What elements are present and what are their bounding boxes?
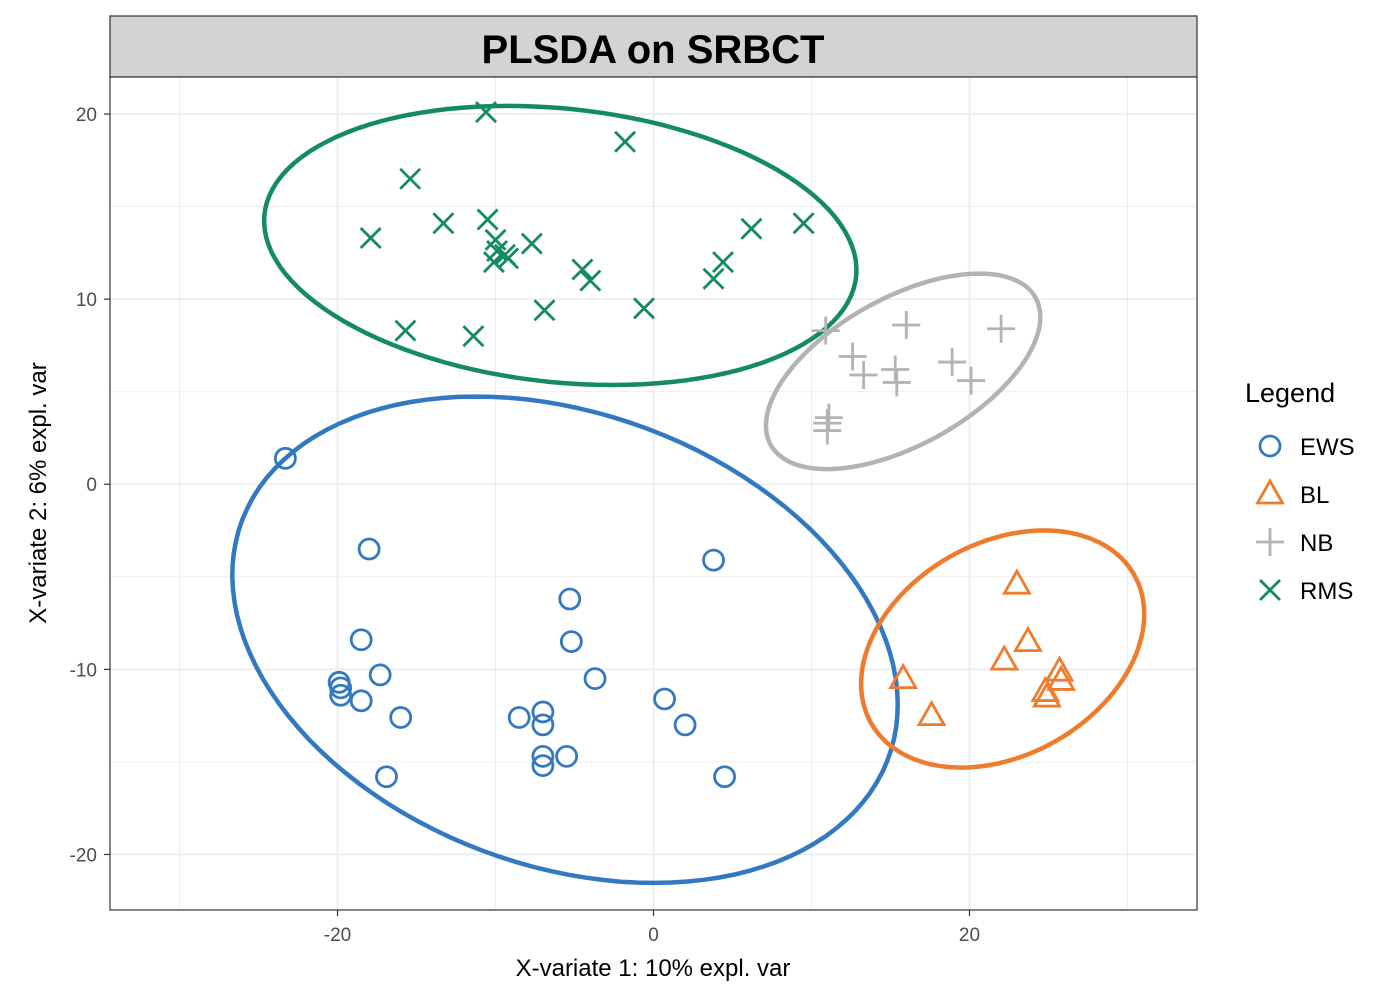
point-rms [533,299,556,322]
point-bl [1013,625,1043,652]
point-rms [475,101,498,124]
point-bl [1046,664,1077,691]
point-ews [531,754,555,778]
point-rms [614,130,637,153]
legend-key-bl [1255,478,1285,505]
data-points [273,101,1077,789]
point-rms [482,251,505,274]
y-tick-label: 10 [76,290,97,311]
point-rms [476,208,499,231]
point-ews [713,765,736,789]
point-ews [368,663,392,687]
point-ews [531,700,555,724]
point-ews [702,548,725,572]
point-nb [882,368,911,397]
point-ews [349,628,373,652]
point-rms [579,269,602,292]
ellipse-nb [763,271,1043,472]
point-rms [462,325,485,348]
point-ews [375,765,398,789]
point-rms [359,227,382,250]
point-nb [892,311,921,340]
y-tick-label: -20 [70,845,97,866]
legend-label-nb: NB [1300,530,1333,557]
legend-label-bl: BL [1300,482,1329,509]
x-tick-label: 0 [648,925,659,946]
x-tick-label: 20 [959,925,980,946]
point-ews [558,587,582,611]
point-ews [349,689,373,713]
legend: EWS BL NB RMS [1255,434,1355,605]
point-nb [938,348,967,377]
legend-key-nb [1256,528,1284,556]
point-rms [497,247,520,270]
x-tick-label: -20 [324,925,351,946]
legend-key-ews [1258,434,1282,458]
y-axis: -20 -10 0 10 20 [70,105,110,866]
y-axis-title: X-variate 2: 6% expl. var [25,362,52,623]
point-nb [881,355,910,384]
point-bl [1044,655,1075,682]
point-ews [583,667,607,691]
point-bl [989,644,1020,671]
point-ews [531,744,555,768]
legend-key-rms [1259,579,1281,601]
ellipse-bl [858,528,1147,770]
point-ews [329,683,353,707]
point-nb [813,416,842,445]
point-ews [507,706,531,729]
point-rms [399,167,422,190]
point-rms [740,217,763,240]
confidence-ellipses [230,103,1147,886]
x-axis: -20 0 20 [324,910,980,946]
point-nb [957,366,986,395]
point-ews [389,706,413,729]
point-ews [531,713,555,737]
point-ews [273,446,297,470]
point-bl [1001,568,1032,595]
grid-lines [110,77,1197,910]
point-nb [849,361,878,390]
title-strip [109,15,1198,78]
point-ews [673,713,697,737]
y-tick-label: -10 [70,660,97,681]
ellipse-rms [261,103,859,388]
point-ews [357,537,381,561]
point-ews [329,676,353,700]
point-bl [888,662,919,690]
y-tick-label: 20 [76,105,97,126]
point-ews [559,630,583,653]
point-nb [987,314,1016,343]
ellipse-ews [230,394,900,886]
point-ews [555,744,579,768]
y-tick-label: 0 [86,475,97,496]
point-nb [814,403,843,432]
point-ews [653,687,676,711]
legend-title: Legend [1245,378,1335,408]
point-rms [702,267,725,290]
point-rms [432,212,455,235]
point-bl [916,699,947,727]
point-rms [792,212,815,235]
point-rms [712,251,735,274]
point-nb [838,342,867,371]
legend-label-rms: RMS [1300,578,1353,605]
x-axis-title: X-variate 1: 10% expl. var [516,955,791,982]
legend-label-ews: EWS [1300,434,1355,461]
chart-title: PLSDA on SRBCT [482,28,825,72]
point-nb [811,316,840,345]
point-rms [520,232,543,255]
point-bl [1031,681,1062,708]
point-rms [394,319,417,342]
point-rms [633,297,656,320]
point-rms [571,258,594,281]
